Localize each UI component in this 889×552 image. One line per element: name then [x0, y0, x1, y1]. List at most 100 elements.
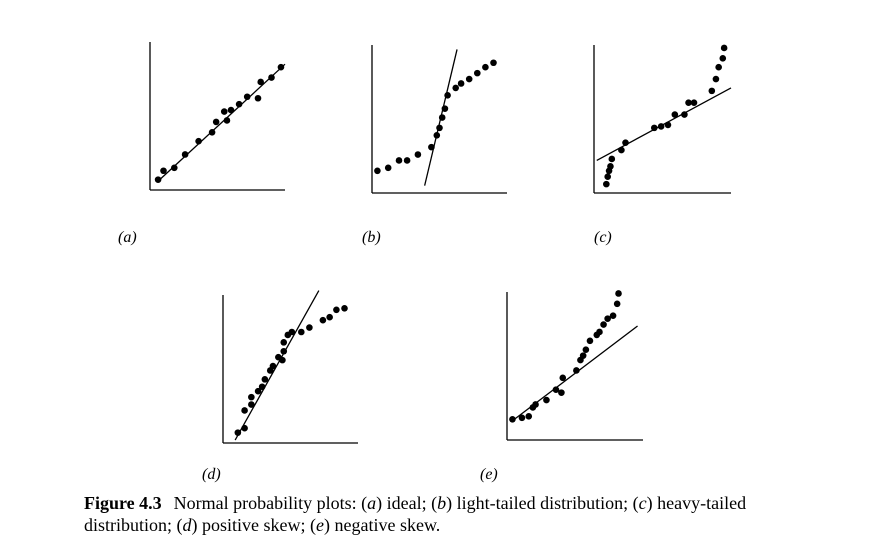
- data-point: [160, 167, 167, 175]
- data-point: [181, 151, 189, 158]
- data-point: [277, 63, 285, 71]
- data-point: [258, 383, 266, 391]
- data-point: [681, 111, 688, 118]
- caption-text: Normal probability plots: (a) ideal; (b)…: [84, 493, 746, 535]
- data-point: [715, 63, 722, 71]
- data-point: [618, 146, 625, 154]
- caption-segment: Normal probability plots: (: [173, 493, 368, 513]
- data-point: [457, 80, 465, 87]
- caption-segment: a: [367, 493, 377, 513]
- data-point: [604, 315, 611, 322]
- data-point: [433, 131, 441, 139]
- plot-a: (a): [118, 42, 286, 246]
- data-point: [579, 352, 587, 359]
- data-point: [622, 139, 629, 146]
- figure-caption: Figure 4.3 Normal probability plots: (a) …: [84, 492, 824, 536]
- data-point: [720, 44, 728, 52]
- data-point: [298, 328, 305, 336]
- reference-line: [234, 290, 320, 441]
- data-point: [582, 346, 590, 354]
- plot-c: (c): [593, 44, 732, 246]
- data-point: [395, 157, 403, 164]
- caption-segment: c: [638, 493, 647, 513]
- data-point: [465, 75, 473, 83]
- data-point: [650, 124, 658, 132]
- data-point: [452, 84, 460, 92]
- data-point: [227, 106, 235, 114]
- data-point: [509, 415, 516, 423]
- data-point: [154, 176, 162, 183]
- caption-segment: b: [437, 493, 447, 513]
- data-point: [444, 92, 451, 99]
- data-point: [306, 324, 313, 331]
- data-point: [280, 339, 288, 346]
- data-point: [604, 173, 611, 181]
- data-point: [607, 163, 614, 170]
- data-point: [712, 75, 720, 83]
- data-point: [525, 413, 533, 420]
- data-point: [609, 312, 617, 319]
- data-point: [212, 118, 220, 126]
- data-point: [558, 389, 565, 396]
- data-point: [414, 151, 422, 158]
- data-point: [243, 93, 251, 101]
- data-point: [171, 164, 178, 172]
- data-point: [208, 128, 216, 136]
- panel-label-d: (d): [202, 466, 221, 483]
- data-point: [664, 121, 672, 129]
- data-point: [319, 316, 327, 324]
- data-point: [559, 374, 567, 382]
- data-point: [600, 321, 607, 328]
- data-point: [403, 157, 411, 164]
- data-point: [474, 69, 481, 77]
- caption-segment: ) ideal; (: [376, 493, 438, 513]
- data-point: [341, 305, 348, 312]
- reference-line: [596, 87, 732, 162]
- data-point: [719, 55, 727, 62]
- caption-segment: ) light-tailed distribution; (: [446, 493, 639, 513]
- data-point: [374, 167, 381, 175]
- data-point: [254, 387, 262, 395]
- data-point: [195, 137, 202, 145]
- data-point: [708, 87, 716, 95]
- plot-d: (d): [202, 290, 358, 483]
- data-point: [268, 74, 275, 81]
- caption-segment: ) heavy-tailed distribution; (: [84, 493, 747, 535]
- caption-segment: ) positive skew; (: [191, 515, 316, 535]
- data-point: [223, 117, 231, 124]
- caption-segment: e: [315, 515, 324, 535]
- data-point: [248, 401, 255, 408]
- data-point: [261, 376, 269, 383]
- data-point: [241, 424, 248, 432]
- data-point: [254, 94, 262, 102]
- data-point: [482, 63, 489, 71]
- data-point: [490, 59, 497, 67]
- data-point: [671, 111, 679, 118]
- data-point: [657, 123, 665, 130]
- data-point: [384, 164, 392, 172]
- data-point: [235, 100, 243, 108]
- data-point: [518, 414, 526, 422]
- data-point: [241, 407, 248, 414]
- data-point: [438, 114, 446, 121]
- data-point: [608, 155, 616, 163]
- panel-label-e: (e): [480, 466, 498, 483]
- data-point: [279, 356, 286, 364]
- data-point: [234, 429, 242, 436]
- caption-segment: ) negative skew.: [323, 515, 441, 535]
- plot-b: (b): [362, 45, 507, 246]
- data-point: [573, 367, 580, 374]
- data-point: [333, 306, 340, 314]
- data-point: [248, 393, 255, 401]
- data-point: [288, 328, 296, 336]
- data-point: [552, 386, 560, 393]
- data-point: [441, 105, 449, 112]
- data-point: [436, 124, 443, 132]
- data-point: [428, 143, 435, 151]
- data-point: [596, 328, 603, 336]
- data-point: [326, 313, 333, 321]
- data-point: [280, 347, 288, 355]
- data-point: [690, 99, 698, 107]
- panel-label-b: (b): [362, 229, 381, 246]
- data-point: [532, 401, 539, 408]
